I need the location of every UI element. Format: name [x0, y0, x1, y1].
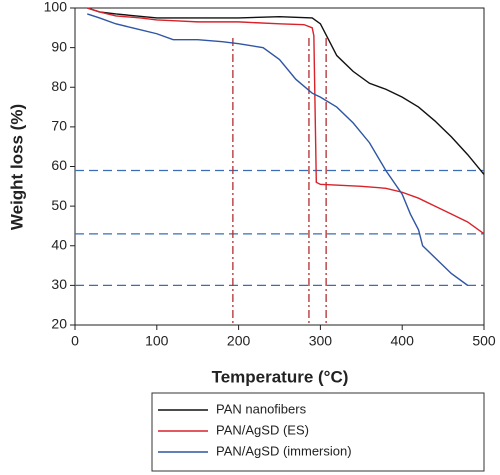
legend-box [151, 392, 485, 472]
y-tick-label: 20 [51, 316, 67, 332]
y-tick-label: 50 [51, 197, 67, 213]
legend-label: PAN/AgSD (ES) [216, 422, 309, 437]
legend-label: PAN/AgSD (immersion) [216, 443, 352, 458]
series-line [87, 7, 485, 235]
series-line [87, 13, 469, 286]
series-line [87, 7, 485, 175]
x-tick-label: 100 [145, 333, 169, 349]
y-tick-label: 90 [51, 38, 67, 54]
y-tick-label: 60 [51, 157, 67, 173]
y-tick-label: 80 [51, 78, 67, 94]
x-tick-label: 300 [309, 333, 333, 349]
x-tick-label: 500 [472, 333, 496, 349]
y-tick-label: 100 [44, 0, 68, 15]
legend-label: PAN nanofibers [216, 401, 307, 416]
y-tick-label: 70 [51, 118, 67, 134]
x-tick-label: 0 [71, 333, 79, 349]
y-axis-title: Weight loss (%) [7, 104, 26, 230]
y-tick-label: 30 [51, 276, 67, 292]
plot-frame [74, 7, 485, 326]
x-axis-title: Temperature (°C) [212, 367, 349, 386]
x-tick-label: 400 [391, 333, 415, 349]
y-tick-label: 40 [51, 236, 67, 252]
x-tick-label: 200 [227, 333, 251, 349]
